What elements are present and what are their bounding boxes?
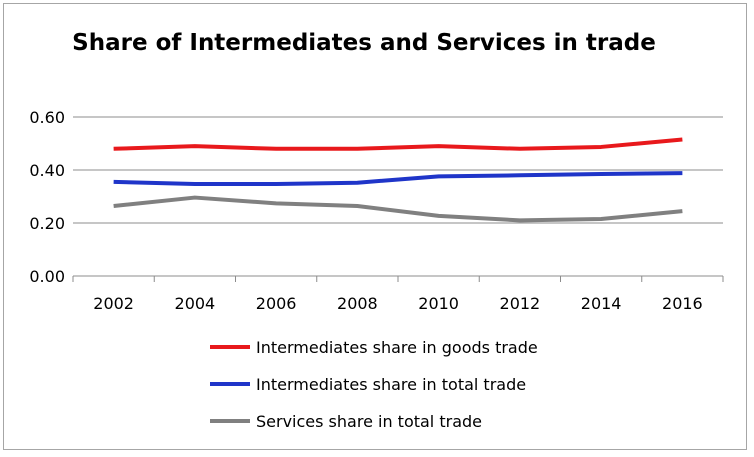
x-tick-label: 2014 xyxy=(581,294,622,313)
x-tick-label: 2010 xyxy=(418,294,459,313)
y-tick-label: 0.40 xyxy=(29,161,65,180)
series-lines xyxy=(113,137,683,223)
y-tick-label: 0.00 xyxy=(29,267,65,286)
series-line-3 xyxy=(113,195,683,223)
y-tick-label: 0.20 xyxy=(29,214,65,233)
legend-label: Intermediates share in total trade xyxy=(256,375,526,394)
axes: 0.00 0.20 0.40 0.60 2002 2004 2006 2008 2010 2012… xyxy=(29,108,724,313)
y-tick-label: 0.60 xyxy=(29,108,65,127)
legend: Intermediates share in goods trade Interm… xyxy=(210,338,538,431)
x-tick-label: 2016 xyxy=(662,294,703,313)
chart-frame xyxy=(3,3,747,450)
series-line-2 xyxy=(113,171,683,187)
x-tick-label: 2004 xyxy=(175,294,216,313)
gridlines xyxy=(73,116,723,224)
x-tick-label: 2008 xyxy=(337,294,378,313)
x-tick-label: 2006 xyxy=(256,294,297,313)
chart-title: Share of Intermediates and Services in t… xyxy=(72,30,656,56)
series-line-1 xyxy=(113,137,683,151)
x-tick-label: 2002 xyxy=(93,294,134,313)
x-tick-label: 2012 xyxy=(500,294,541,313)
legend-label: Services share in total trade xyxy=(256,412,482,431)
legend-label: Intermediates share in goods trade xyxy=(256,338,538,357)
